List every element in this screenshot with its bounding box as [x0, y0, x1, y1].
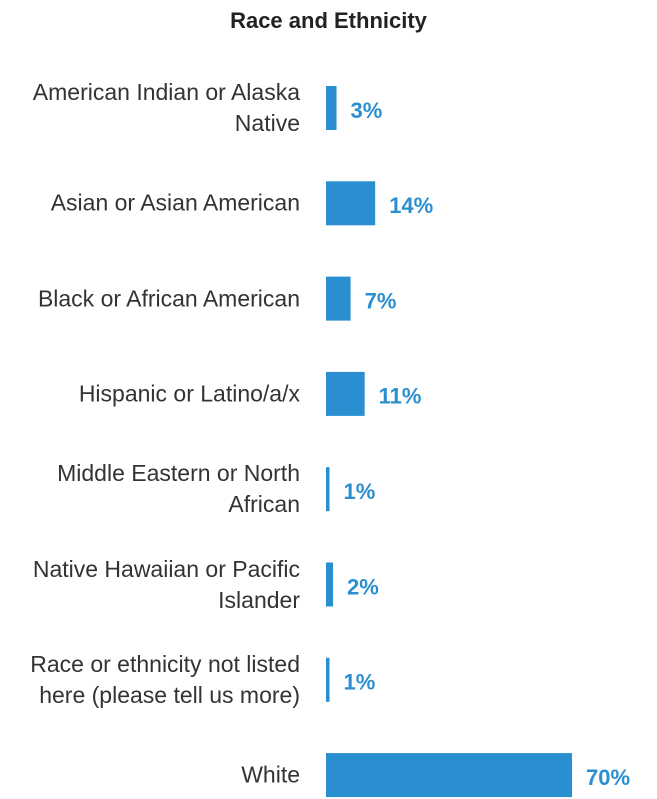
- category-label: American Indian or Alaska Native: [32, 79, 300, 136]
- category-label: Middle Eastern or North African: [57, 460, 300, 518]
- category-label: Black or African American: [37, 285, 300, 312]
- bar: [326, 86, 337, 130]
- bar: [326, 371, 365, 416]
- bar: [326, 181, 376, 226]
- value-label: 2%: [347, 574, 379, 599]
- value-label: 7%: [365, 288, 397, 313]
- value-label: 14%: [389, 193, 433, 218]
- chart-title: Race and Ethnicity: [230, 8, 427, 33]
- category-label: Hispanic or Latino/a/x: [78, 380, 300, 407]
- value-label: 1%: [344, 479, 376, 504]
- bar: [326, 467, 330, 512]
- bar: [326, 657, 330, 702]
- value-label: 1%: [344, 670, 376, 695]
- bar: [326, 562, 334, 607]
- category-label: White: [241, 761, 300, 788]
- bar: [326, 753, 572, 798]
- bar: [326, 276, 351, 321]
- category-label: Race or ethnicity not listed here (pleas…: [30, 650, 300, 708]
- value-label: 11%: [379, 384, 422, 409]
- value-label: 3%: [351, 98, 383, 123]
- category-label: Asian or Asian American: [50, 189, 300, 216]
- value-label: 70%: [586, 765, 630, 790]
- category-label: Native Hawaiian or Pacific Islander: [32, 555, 300, 613]
